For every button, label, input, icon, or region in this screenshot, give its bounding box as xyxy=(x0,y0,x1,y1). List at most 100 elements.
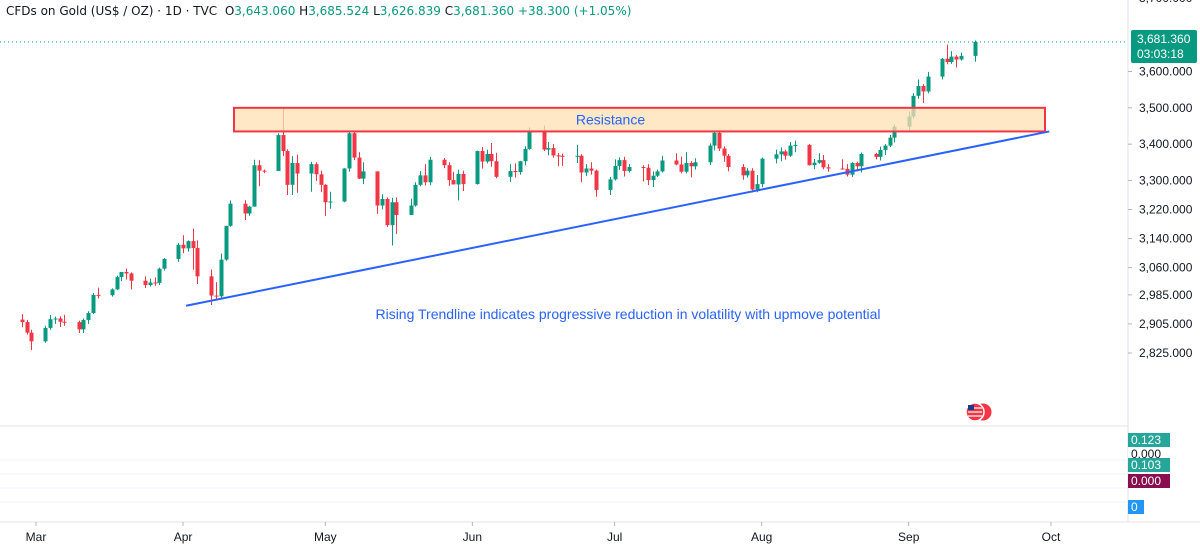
rising-trendline xyxy=(185,130,1050,307)
y-tick-label: 3,600.000 xyxy=(1139,65,1193,79)
candle-body xyxy=(219,259,224,297)
candle xyxy=(357,152,362,180)
candle-body xyxy=(262,170,267,172)
candle xyxy=(252,159,257,207)
candle-body xyxy=(342,168,347,202)
candle xyxy=(361,162,366,185)
candle-body xyxy=(627,167,632,172)
candle xyxy=(689,161,694,178)
candle-body xyxy=(77,322,82,330)
candle-body xyxy=(546,148,551,150)
candle-body xyxy=(328,201,333,203)
candle xyxy=(584,164,589,177)
candle-body xyxy=(119,271,124,278)
price-axis[interactable]: 2,825.000 2,905.000 2,985.000 3,060.000 3,14… xyxy=(1128,0,1193,360)
candle xyxy=(129,272,134,290)
candle xyxy=(916,79,921,99)
indicator-tag-value: 0 xyxy=(1131,500,1138,514)
grid xyxy=(0,0,1200,523)
candle-body xyxy=(760,158,765,185)
candle-body xyxy=(774,154,779,159)
candle xyxy=(352,131,357,161)
candle-body xyxy=(347,133,352,169)
indicator-tag-bg xyxy=(1128,447,1170,461)
open-label: O xyxy=(224,4,235,18)
candle xyxy=(191,228,196,270)
candle xyxy=(342,168,347,203)
candle-body xyxy=(859,153,864,167)
candle xyxy=(712,132,717,151)
candle xyxy=(20,314,25,328)
candle xyxy=(949,51,954,64)
candle xyxy=(807,144,812,166)
candle-body xyxy=(722,148,727,156)
x-tick-label: Sep xyxy=(898,530,920,544)
candle-body xyxy=(508,171,513,177)
candle xyxy=(228,200,233,227)
candle xyxy=(551,144,556,158)
candle xyxy=(96,287,101,299)
candle xyxy=(153,277,158,286)
candle-body xyxy=(949,56,954,63)
candle xyxy=(209,269,214,306)
candle xyxy=(788,141,793,157)
candle-body xyxy=(181,244,186,249)
candle xyxy=(442,157,447,169)
candle-body xyxy=(888,137,893,146)
candle xyxy=(850,162,855,177)
time-axis[interactable]: Mar Apr May Jun Jul Aug Sep Oct xyxy=(26,522,1061,544)
candle xyxy=(176,242,181,262)
candle-body xyxy=(945,58,950,63)
candle-body xyxy=(651,175,656,181)
candle-body xyxy=(428,159,433,183)
price-tag-countdown: 03:03:18 xyxy=(1137,47,1184,61)
candle-body xyxy=(285,151,290,185)
candle-body xyxy=(186,241,191,249)
candle xyxy=(447,162,452,186)
candle-body xyxy=(551,148,556,156)
candle xyxy=(954,55,959,68)
candle xyxy=(579,154,584,183)
candle-body xyxy=(29,332,34,342)
indicator-tag-value: 0.000 xyxy=(1131,474,1161,488)
candle xyxy=(518,160,523,175)
candle xyxy=(285,149,290,195)
candle-body xyxy=(855,163,860,167)
candle-body xyxy=(959,55,964,60)
candle xyxy=(651,171,656,187)
candle xyxy=(29,329,34,351)
candle-body xyxy=(840,168,845,170)
candle-body xyxy=(584,168,589,173)
candle xyxy=(793,140,798,153)
y-tick-label: 2,825.000 xyxy=(1139,346,1193,360)
candle xyxy=(314,162,319,181)
y-tick-label: 3,700.000 xyxy=(1139,0,1193,5)
symbol-name: CFDs on Gold (US$ / OZ) · 1D · TVC xyxy=(6,4,218,18)
candle xyxy=(613,159,618,181)
candle-body xyxy=(480,151,485,162)
candle xyxy=(162,258,167,271)
candle xyxy=(62,314,67,326)
candle-body xyxy=(494,161,499,177)
indicator-value-tag: 0.123 xyxy=(1128,433,1170,447)
candle xyxy=(826,164,831,172)
candle-body xyxy=(655,171,660,176)
candle-body xyxy=(689,163,694,167)
candle xyxy=(840,159,845,170)
candle-body xyxy=(916,86,921,96)
candle xyxy=(589,162,594,175)
resistance-zone xyxy=(233,106,1046,133)
candle xyxy=(257,160,262,187)
candle xyxy=(456,169,461,201)
close-value: 3,681.360 xyxy=(453,4,515,18)
candle-body xyxy=(679,164,684,172)
candle-body xyxy=(124,271,129,274)
candle-body xyxy=(380,198,385,206)
candle-body xyxy=(209,276,214,296)
candle xyxy=(328,191,333,209)
candle-body xyxy=(25,322,30,333)
x-tick-label: Apr xyxy=(174,530,193,544)
candle-body xyxy=(911,95,916,117)
